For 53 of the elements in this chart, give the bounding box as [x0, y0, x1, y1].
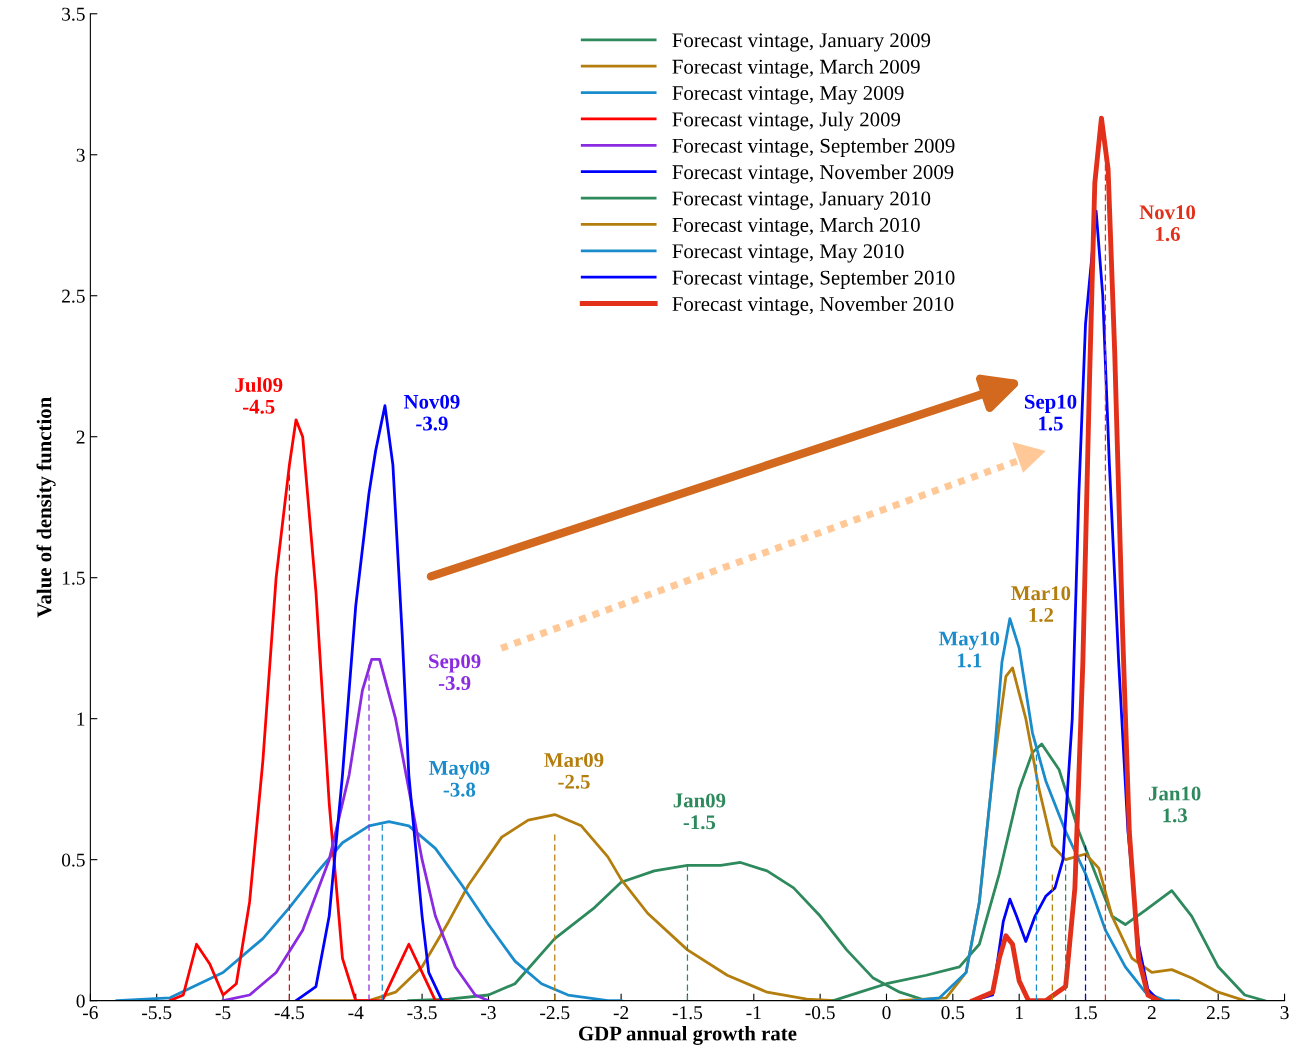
line-series: [115, 820, 623, 1001]
x-tick-label: -0.5: [805, 1006, 835, 1020]
annotation: May09 -3.8: [429, 760, 490, 797]
legend-label: Forecast vintage, July 2009: [672, 111, 901, 131]
y-tick-label: 0.5: [61, 853, 85, 867]
x-tick-label: 2.5: [1206, 1006, 1230, 1020]
x-tick-label: 1.5: [1075, 1006, 1097, 1020]
x-tick-label: 0: [882, 1006, 891, 1020]
annotation: Sep09 -3.9: [429, 654, 481, 691]
x-tick-label: -2: [613, 1006, 629, 1019]
legend-label: Forecast vintage, January 2009: [672, 33, 931, 52]
x-tick-label: -3: [481, 1006, 496, 1020]
x-tick-label: 1: [1016, 1006, 1023, 1019]
legend-label: Forecast vintage, September 2009: [672, 138, 955, 158]
x-tick-label: -5: [215, 1006, 231, 1020]
x-tick-label: 3: [1280, 1006, 1289, 1020]
legend-label: Forecast vintage, March 2010: [672, 217, 920, 237]
y-tick-label: 2: [76, 430, 85, 444]
legend-label: Forecast vintage, March 2009: [672, 59, 920, 78]
legend-label: Forecast vintage, May 2009: [672, 86, 904, 105]
x-tick-label: -4.5: [274, 1006, 305, 1020]
annotation: Nov09 -3.9: [403, 394, 460, 431]
y-tick-label: 2.5: [62, 289, 85, 303]
x-axis-title: GDP annual growth rate: [578, 1025, 797, 1045]
annotation: Jul09 -4.5: [235, 377, 283, 414]
x-tick-label: -2.5: [540, 1006, 570, 1020]
legend-label: Forecast vintage, November 2009: [672, 164, 954, 184]
legend-label: Forecast vintage, September 2010: [672, 269, 955, 289]
legend-label: Forecast vintage, January 2010: [672, 191, 931, 210]
annotation: Mar10 1.2: [1011, 586, 1071, 623]
annotation: Jan10 1.3: [1148, 786, 1201, 823]
y-tick-label: 1.5: [62, 571, 85, 585]
legend-label: Forecast vintage, May 2010: [672, 244, 904, 263]
annotation: Jan09 -1.5: [673, 793, 726, 830]
x-tick-label: 0.5: [941, 1006, 965, 1020]
annotation: May10 1.1: [938, 631, 1000, 668]
x-tick-label: -5.5: [142, 1006, 172, 1020]
x-tick-label: -4: [348, 1006, 364, 1019]
line-series: [301, 813, 835, 1001]
y-tick-label: 3.5: [62, 7, 85, 21]
x-tick-label: 2: [1147, 1006, 1156, 1019]
annotation: Sep10 1.5: [1024, 394, 1077, 431]
x-tick-label: -3.5: [407, 1006, 437, 1020]
y-axis-title: Value of density function: [36, 397, 56, 618]
annotation: Mar09 -2.5: [544, 752, 604, 789]
y-tick-label: 3: [76, 148, 85, 162]
annotation: Nov10 1.6: [1139, 205, 1196, 242]
x-tick-label: -1: [746, 1006, 761, 1019]
x-tick-label: -1.5: [672, 1006, 703, 1020]
y-tick-label: 1: [77, 712, 85, 726]
y-tick-label: 0: [76, 994, 85, 1008]
x-tick-label: -6: [82, 1006, 98, 1020]
legend-label: Forecast vintage, November 2010: [672, 296, 954, 316]
